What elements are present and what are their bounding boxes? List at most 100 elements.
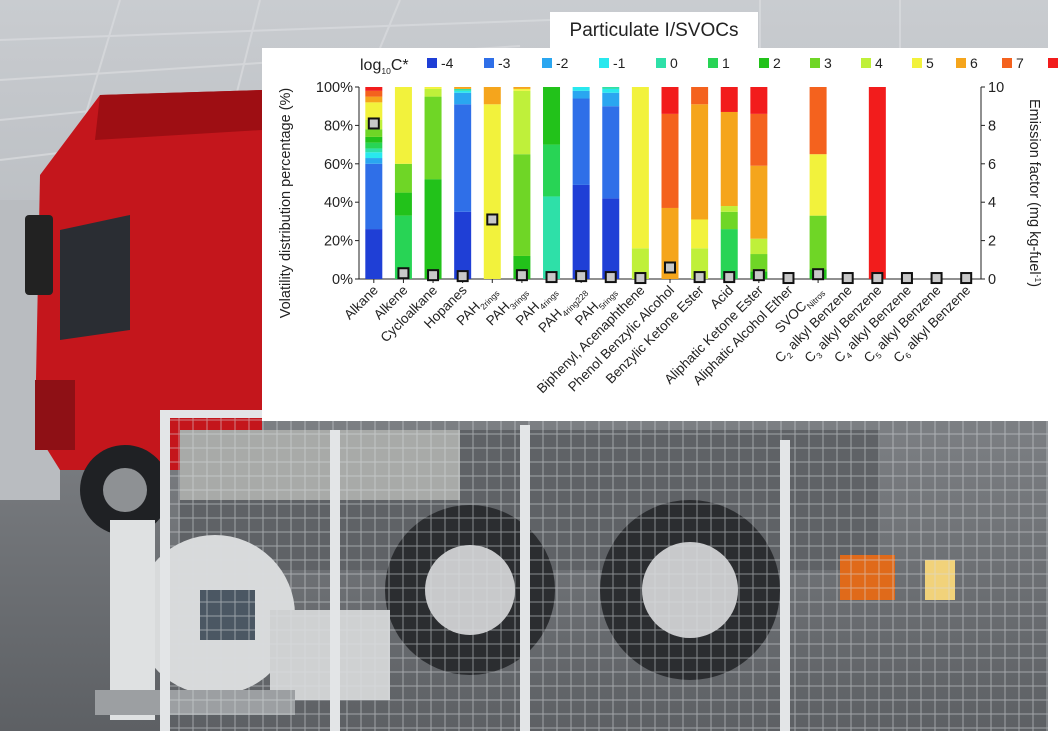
bar-segment-pah2rings-c5 (483, 104, 501, 279)
bar-segment-hopanes-c6 (454, 87, 472, 89)
legend-swatch-c2 (759, 58, 769, 68)
bar-segment-pah3rings-c6 (513, 87, 531, 89)
bar-segment-pah5rings-c-2 (602, 92, 620, 107)
legend-label-c-2: -2 (556, 55, 569, 71)
bar-segment-hopanes-c-4 (454, 211, 472, 279)
bar-segment-alkane-c-3 (365, 163, 383, 230)
ef-marker (782, 272, 795, 285)
bar-segment-cycloalkane-c3 (424, 96, 442, 180)
legend-swatch-c-2 (542, 58, 552, 68)
legend-label-c0: 0 (670, 55, 678, 71)
bar-segment-pah5rings-c-3 (602, 106, 620, 199)
y-tick-label: 80% (324, 118, 353, 134)
ef-marker (752, 269, 765, 282)
bar-segment-phenol-benzylic-alcohol-c7 (661, 113, 679, 208)
bar-segment-alkane-c-2 (365, 158, 383, 164)
ef-marker (812, 268, 825, 281)
ef-marker (664, 261, 676, 274)
bar-segment-acid-c8 (720, 87, 738, 112)
legend-label-c4: 4 (875, 55, 883, 71)
bar-segment-pah3rings-c3 (513, 154, 531, 256)
bar-segment-cycloalkane-c4 (424, 88, 442, 97)
legend-label-c7: 7 (1016, 55, 1024, 71)
bar-segment-pah4ring228-c-3 (572, 98, 590, 185)
legend-swatch-c5 (912, 58, 922, 68)
bar-segment-pah4ring228-c-1 (572, 87, 590, 91)
bar-segment-aliphatic-ketone-ester-c3 (750, 254, 768, 272)
bar-segment-biphenyl-acenaphthene-c4 (631, 248, 649, 279)
ef-marker (841, 272, 854, 285)
y-tick-label: 40% (324, 195, 353, 211)
bar-segment-alkane-c-1 (365, 152, 383, 159)
bar-segment-svocnitros-c3 (809, 215, 827, 270)
y2-axis-title: Emission factor (mg kg-fuel-1) (1026, 99, 1043, 287)
legend-swatch-c-4 (427, 58, 437, 68)
y2-tick-label: 2 (988, 234, 996, 250)
bar-segment-alkene-c5 (394, 87, 412, 164)
bar-segment-pah2rings-c6 (483, 87, 501, 105)
legend-swatch-c7 (1002, 58, 1012, 68)
bar-segment-pah4rings-c2 (543, 87, 561, 145)
bar-segment-alkane-c8 (365, 87, 383, 91)
legend-label-c-1: -1 (613, 55, 626, 71)
ef-marker (575, 270, 588, 283)
bar-segment-pah5rings-c-4 (602, 198, 620, 279)
bar-segment-cycloalkane-c5 (424, 87, 442, 89)
bar-segment-pah4ring228-c-4 (572, 184, 590, 279)
ef-marker (634, 272, 647, 285)
bar-segment-acid-c1 (720, 229, 738, 279)
ef-marker (693, 271, 706, 284)
bar-segment-benzylic-ketone-ester-c5 (691, 219, 709, 249)
y2-tick-label: 4 (988, 195, 996, 211)
ef-marker (871, 272, 884, 285)
y2-tick-label: 6 (988, 157, 996, 173)
legend-label-c3: 3 (824, 55, 832, 71)
legend-label-c2: 2 (773, 55, 781, 71)
ef-marker (960, 272, 973, 285)
ef-marker (456, 270, 469, 283)
bar-segment-pah4ring228-c-2 (572, 90, 590, 99)
y-tick-label: 20% (324, 234, 353, 250)
legend-title: log10C* (360, 57, 409, 76)
red-truck-cab (25, 90, 262, 535)
bar-segment-hopanes-c0 (454, 88, 472, 91)
bar-segment-alkane-c7 (365, 90, 383, 97)
bar-segment-alkane-c6 (365, 96, 383, 103)
bar-segment-c3-alkyl-benzene-c8 (868, 87, 886, 279)
legend-label-c-3: -3 (498, 55, 511, 71)
bar-segment-aliphatic-ketone-ester-c4 (750, 238, 768, 255)
bar-segment-acid-c4 (720, 206, 738, 212)
bar-segment-pah5rings-c0 (602, 87, 620, 89)
bar-segment-benzylic-ketone-ester-c6 (691, 104, 709, 220)
ef-marker (545, 271, 558, 284)
legend-label-c6: 6 (970, 55, 978, 71)
ef-marker (367, 117, 380, 130)
bar-segment-cycloalkane-c2 (424, 179, 442, 279)
bar-segment-svocnitros-c5 (809, 154, 827, 216)
bar-segment-hopanes-c-1 (454, 90, 472, 93)
bar-segment-benzylic-ketone-ester-c7 (691, 87, 709, 105)
bar-segment-pah3rings-c5 (513, 88, 531, 91)
bar-segment-alkane-c1 (365, 142, 383, 149)
legend-swatch-c1 (708, 58, 718, 68)
bar-segment-alkane-c3 (365, 129, 383, 137)
ef-marker (930, 272, 943, 285)
y-axis-title: Volatility distribution percentage (%) (278, 88, 294, 319)
ef-marker (427, 269, 440, 282)
legend-swatch-c3 (810, 58, 820, 68)
bar-segment-biphenyl-acenaphthene-c5 (631, 87, 649, 249)
ef-marker (515, 269, 528, 282)
ef-marker (397, 267, 410, 280)
legend-swatch-c8 (1048, 58, 1058, 68)
legend: log10C*-4-3-2-1012345678EF (360, 55, 1058, 76)
bar-segment-pah5rings-c-1 (602, 88, 620, 93)
bar-segment-phenol-benzylic-alcohol-c8 (661, 87, 679, 114)
bar-segment-svocnitros-c7 (809, 87, 827, 155)
title-box (550, 12, 758, 49)
ef-marker (604, 271, 617, 284)
bar-segment-acid-c6 (720, 111, 738, 207)
legend-swatch-c-3 (484, 58, 494, 68)
legend-label-c5: 5 (926, 55, 934, 71)
y2-tick-label: 10 (988, 80, 1004, 96)
